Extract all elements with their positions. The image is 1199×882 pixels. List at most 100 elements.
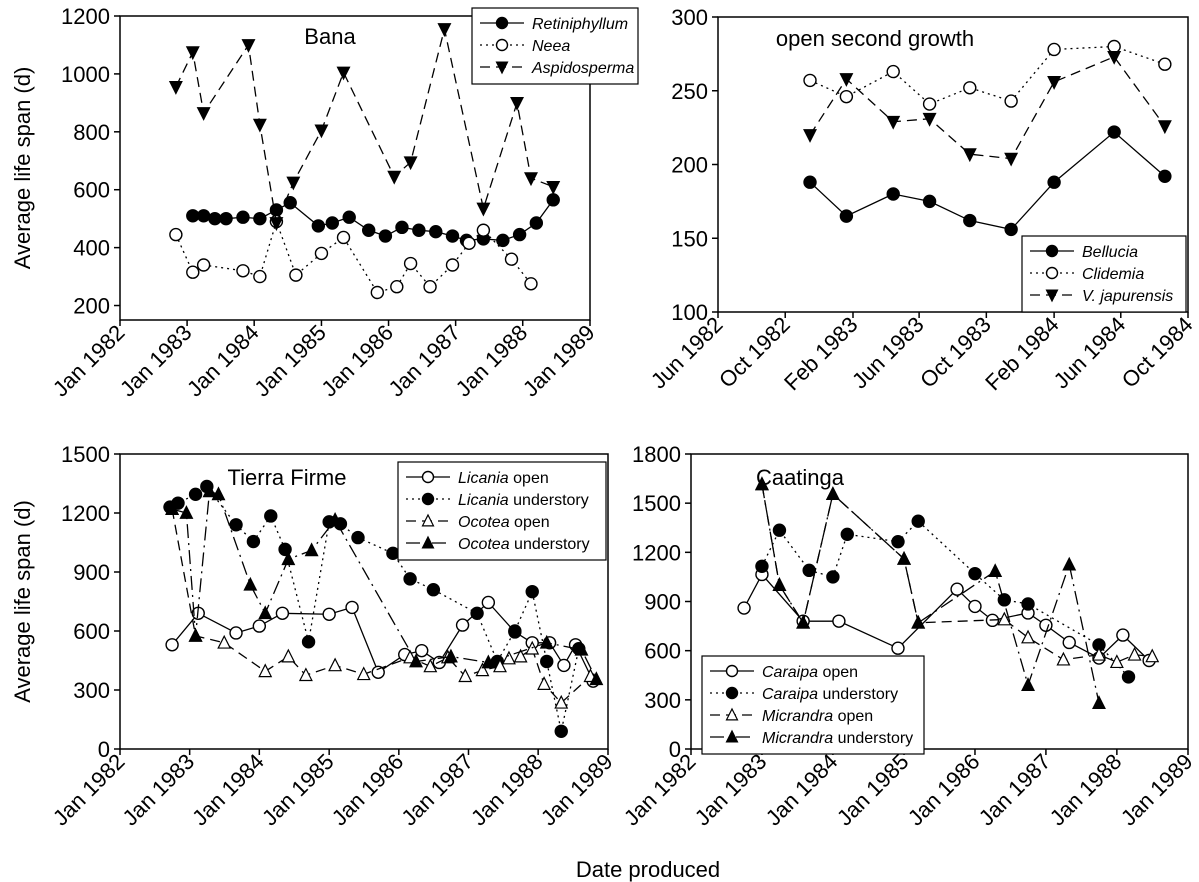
data-point (911, 514, 925, 528)
data-point (997, 593, 1012, 607)
y-tick-label: 1200 (632, 540, 681, 565)
data-point (345, 600, 359, 615)
data-point (540, 654, 554, 669)
y-tick-label: 600 (73, 178, 110, 203)
data-point (304, 542, 319, 557)
x-tick-label: Jan 1986 (316, 320, 398, 402)
y-tick-label: 600 (644, 639, 681, 664)
legend-marker (1045, 266, 1059, 280)
data-point (546, 193, 560, 207)
legend-label: Aspidosperma (531, 60, 634, 77)
legend-marker (1045, 289, 1059, 303)
x-tick-label: Jan 1989 (536, 749, 618, 831)
legend: Licania open Licania understory Ocotea ope… (397, 461, 607, 561)
series-bellucia (803, 125, 1172, 237)
y-tick-label: 0 (669, 737, 681, 762)
series-clidemia (803, 39, 1172, 111)
data-point (1047, 175, 1061, 189)
data-point (886, 64, 900, 79)
y-tick-label: 300 (73, 678, 110, 703)
data-point (911, 614, 926, 629)
x-tick-label: Jan 1988 (1045, 749, 1127, 831)
x-tick-label: Jan 1989 (1116, 749, 1198, 831)
data-point (462, 236, 476, 250)
legend-label: Micrandra understory (762, 730, 913, 747)
data-point (524, 277, 538, 291)
legend-marker (725, 729, 739, 743)
data-point (968, 566, 982, 581)
data-point (891, 534, 905, 549)
data-point (179, 505, 194, 519)
data-point (557, 658, 571, 673)
data-point (1145, 648, 1160, 663)
data-point (1158, 57, 1172, 71)
data-point (475, 662, 490, 677)
data-point (252, 619, 267, 633)
x-tick-label: Jan 1985 (249, 320, 331, 402)
data-point (169, 227, 183, 242)
data-point (839, 209, 854, 223)
data-point (950, 582, 964, 596)
x-tick-label: Jan 1988 (451, 320, 533, 402)
data-point (351, 530, 365, 545)
panel-title: Tierra Firme (228, 465, 347, 490)
data-point (455, 618, 470, 632)
data-point (314, 246, 329, 261)
series-caraipa-understory (755, 514, 1136, 684)
y-axis-label: Average life span (d) (10, 500, 35, 703)
data-point (196, 107, 211, 121)
legend-label: Neea (532, 38, 570, 55)
y-tick-label: 1500 (61, 442, 110, 467)
data-point (387, 170, 402, 185)
x-tick-label: Jan 1982 (48, 320, 130, 402)
data-point (1109, 654, 1124, 669)
data-point (275, 606, 290, 620)
data-point (395, 220, 409, 235)
data-point (826, 570, 840, 584)
data-point (258, 605, 273, 620)
data-point (202, 483, 217, 498)
x-tick-label: Feb 1983 (779, 312, 862, 395)
series-line (175, 219, 532, 294)
data-point (219, 211, 233, 226)
x-tick-label: Jan 1982 (48, 749, 130, 831)
data-point (328, 657, 343, 672)
data-point (188, 487, 203, 502)
x-tick-label: Jan 1985 (832, 749, 914, 831)
x-tick-label: Jan 1985 (257, 749, 339, 831)
y-tick-label: 600 (73, 619, 110, 644)
y-tick-label: 200 (671, 153, 708, 178)
data-point (264, 509, 278, 523)
plot-frame (119, 15, 591, 321)
legend-marker (421, 492, 435, 506)
data-point (356, 666, 371, 681)
legend-label: Clidemia (1082, 266, 1144, 283)
data-point (504, 252, 519, 266)
x-tick-label: Jan 1983 (118, 749, 200, 831)
data-point (1092, 695, 1106, 709)
data-point (229, 626, 243, 640)
data-point (512, 227, 527, 242)
series-ocotea-understory (165, 483, 604, 686)
data-point (1021, 677, 1036, 691)
data-point (525, 584, 539, 599)
data-point (1004, 94, 1018, 108)
y-tick-label: 1200 (61, 501, 110, 526)
data-point (342, 210, 356, 224)
y-tick-label: 800 (73, 120, 110, 145)
x-tick-label: Jan 1984 (761, 749, 843, 831)
x-tick-label: Jan 1984 (182, 320, 264, 402)
series-line (809, 56, 1166, 160)
data-point (802, 563, 816, 578)
legend-marker (421, 470, 435, 484)
data-point (311, 219, 326, 233)
panel-title: Bana (304, 24, 356, 49)
y-tick-label: 1000 (61, 62, 110, 87)
data-point (840, 527, 854, 542)
x-tick-label: Jan 1987 (383, 320, 465, 402)
data-point (589, 671, 604, 686)
legend-label: V. japurensis (1082, 288, 1173, 305)
series-aspidosperma (168, 23, 561, 231)
data-point (772, 523, 787, 537)
data-point (409, 653, 423, 668)
